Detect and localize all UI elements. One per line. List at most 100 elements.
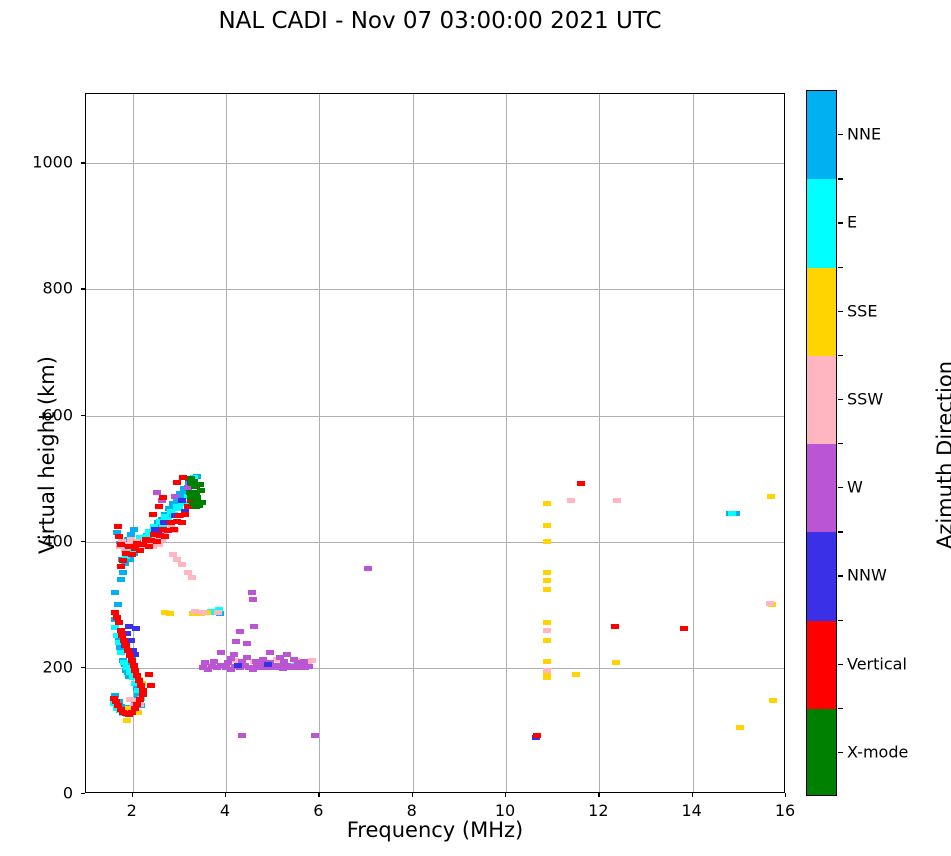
- echo-marker: [144, 544, 153, 550]
- echo-marker: [136, 696, 145, 702]
- echo-marker: [543, 667, 552, 673]
- echo-marker: [766, 601, 775, 607]
- echo-marker: [282, 662, 291, 668]
- echo-marker: [543, 659, 552, 665]
- echo-marker: [111, 693, 120, 699]
- echo-marker: [151, 526, 160, 532]
- echo-marker: [120, 560, 129, 566]
- echo-marker: [178, 497, 187, 503]
- echo-marker: [240, 662, 249, 668]
- colorbar-segment-x-mode[interactable]: [807, 708, 836, 795]
- echo-marker: [110, 617, 119, 623]
- echo-marker: [194, 502, 203, 508]
- colorbar-label-vertical: Vertical: [847, 654, 907, 674]
- echo-marker: [125, 670, 134, 676]
- echo-marker: [126, 536, 135, 542]
- echo-marker: [124, 712, 133, 718]
- echo-marker: [266, 650, 275, 656]
- colorbar-tick: [838, 487, 843, 489]
- colorbar-tick: [838, 575, 843, 577]
- echo-marker: [127, 660, 136, 666]
- echo-marker: [195, 482, 204, 488]
- x-tick: [225, 793, 227, 797]
- echo-marker: [116, 627, 125, 633]
- echo-marker: [310, 732, 319, 738]
- echo-marker: [138, 541, 147, 547]
- echo-marker: [232, 638, 241, 644]
- echo-marker: [282, 651, 291, 657]
- echo-marker: [114, 619, 123, 625]
- echo-marker: [141, 534, 150, 540]
- echo-marker: [170, 493, 179, 499]
- echo-marker: [164, 527, 173, 533]
- echo-marker: [168, 501, 177, 507]
- echo-marker: [168, 551, 177, 557]
- colorbar-label-x-mode: X-mode: [847, 742, 909, 762]
- x-tick: [598, 793, 600, 797]
- echo-marker: [572, 671, 580, 677]
- echo-marker: [543, 627, 552, 633]
- echo-marker: [110, 589, 119, 595]
- echo-marker: [187, 476, 196, 482]
- echo-marker: [543, 619, 552, 625]
- echo-marker: [164, 516, 173, 522]
- echo-marker: [145, 671, 154, 677]
- echo-marker: [136, 548, 145, 554]
- y-tick-label: 1000: [32, 152, 73, 172]
- echo-marker: [264, 662, 272, 668]
- echo-marker: [121, 548, 130, 554]
- echo-marker: [196, 487, 205, 493]
- echo-marker: [130, 651, 139, 657]
- echo-marker: [130, 545, 139, 551]
- colorbar-segment-e[interactable]: [807, 179, 836, 268]
- echo-marker: [543, 569, 552, 575]
- colorbar[interactable]: [806, 90, 837, 796]
- echo-marker: [201, 659, 209, 665]
- y-tick-label: 200: [42, 657, 73, 677]
- colorbar-segment-vertical[interactable]: [807, 620, 836, 709]
- plot-area[interactable]: [85, 93, 785, 793]
- echo-marker: [157, 536, 166, 542]
- echo-marker: [112, 632, 121, 638]
- gridline-vertical: [692, 94, 694, 792]
- echo-marker: [152, 536, 160, 542]
- x-tick-label: 16: [774, 801, 796, 820]
- gridline-horizontal: [86, 541, 784, 543]
- colorbar-boundary-tick: [838, 354, 843, 357]
- echo-marker: [243, 655, 251, 661]
- echo-marker: [132, 626, 141, 632]
- x-tick-label: 12: [588, 801, 609, 820]
- echo-marker: [133, 685, 142, 691]
- echo-marker: [214, 607, 223, 613]
- echo-marker: [147, 683, 156, 689]
- echo-marker: [123, 718, 132, 724]
- echo-marker: [543, 523, 552, 529]
- echo-marker: [543, 638, 552, 644]
- colorbar-tick: [838, 222, 843, 224]
- y-tick-label: 600: [42, 405, 73, 425]
- colorbar-segment-w[interactable]: [807, 444, 836, 533]
- colorbar-segment-nne[interactable]: [807, 91, 836, 180]
- echo-marker: [133, 672, 142, 678]
- colorbar-segment-nnw[interactable]: [807, 532, 836, 621]
- colorbar-boundary-tick: [838, 531, 843, 533]
- colorbar-boundary-tick: [838, 707, 843, 710]
- echo-marker: [217, 649, 226, 655]
- echo-marker: [576, 481, 585, 487]
- gridline-horizontal: [86, 667, 784, 669]
- echo-marker: [116, 645, 125, 651]
- echo-marker: [190, 478, 199, 484]
- echo-marker: [767, 493, 776, 499]
- colorbar-segment-ssw[interactable]: [807, 355, 836, 444]
- echo-marker: [125, 696, 134, 702]
- echo-marker: [111, 699, 120, 705]
- echo-marker: [289, 656, 298, 662]
- colorbar-label-nnw: NNW: [847, 565, 887, 585]
- echo-marker: [134, 709, 143, 715]
- echo-marker: [308, 657, 317, 663]
- echo-marker: [222, 665, 230, 671]
- echo-marker: [198, 665, 207, 671]
- colorbar-segment-sse[interactable]: [807, 267, 836, 356]
- y-tick: [81, 793, 85, 795]
- echo-marker: [161, 609, 170, 615]
